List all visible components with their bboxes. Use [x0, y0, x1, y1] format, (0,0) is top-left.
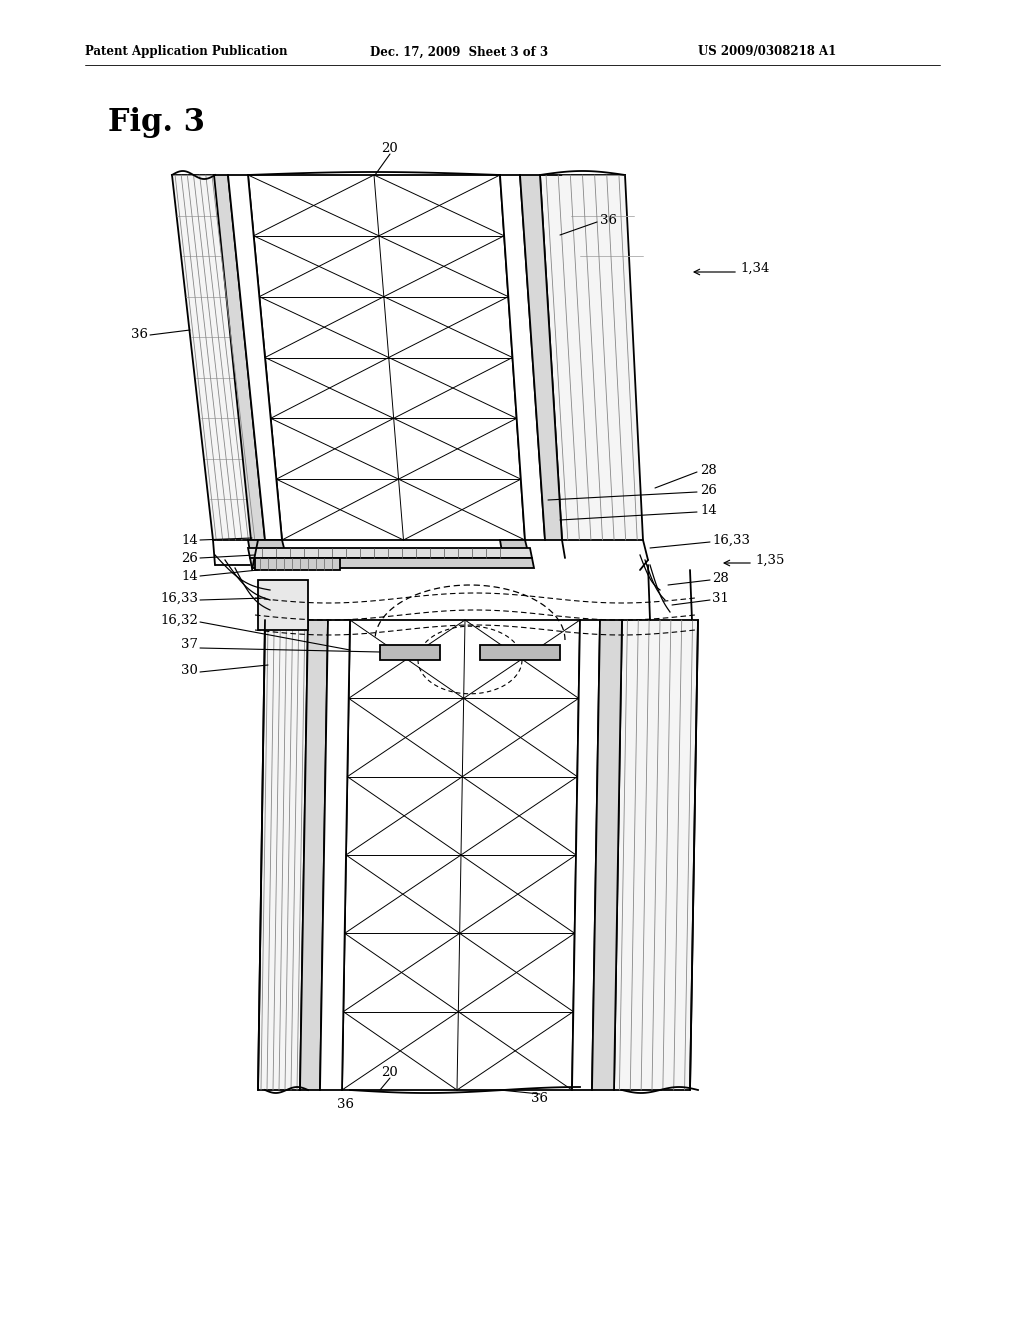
Text: 31: 31: [712, 591, 729, 605]
Text: 36: 36: [337, 1098, 353, 1111]
Polygon shape: [572, 620, 600, 1090]
Text: 36: 36: [600, 214, 617, 227]
Text: 28: 28: [712, 572, 729, 585]
Text: 16,33: 16,33: [712, 533, 750, 546]
Polygon shape: [250, 558, 534, 568]
Polygon shape: [248, 548, 532, 558]
Text: 1,34: 1,34: [740, 261, 769, 275]
Text: 26: 26: [700, 483, 717, 496]
Polygon shape: [614, 620, 698, 1090]
Polygon shape: [500, 540, 528, 552]
Polygon shape: [500, 176, 545, 540]
Text: Dec. 17, 2009  Sheet 3 of 3: Dec. 17, 2009 Sheet 3 of 3: [370, 45, 548, 58]
Text: US 2009/0308218 A1: US 2009/0308218 A1: [698, 45, 837, 58]
Polygon shape: [342, 620, 580, 1090]
Polygon shape: [258, 579, 308, 630]
Text: Fig. 3: Fig. 3: [108, 107, 205, 137]
Polygon shape: [480, 645, 560, 660]
Polygon shape: [300, 620, 328, 1090]
Text: 20: 20: [382, 1065, 398, 1078]
Polygon shape: [592, 620, 622, 1090]
Polygon shape: [248, 176, 525, 540]
Text: 14: 14: [181, 569, 198, 582]
Text: 37: 37: [181, 639, 198, 652]
Text: 20: 20: [382, 141, 398, 154]
Text: 30: 30: [181, 664, 198, 676]
Polygon shape: [214, 176, 265, 540]
Text: Patent Application Publication: Patent Application Publication: [85, 45, 288, 58]
Text: 36: 36: [131, 329, 148, 342]
Text: 14: 14: [700, 503, 717, 516]
Polygon shape: [258, 620, 308, 1090]
Polygon shape: [172, 176, 258, 540]
Text: 16,33: 16,33: [160, 591, 198, 605]
Text: 36: 36: [531, 1092, 549, 1105]
Polygon shape: [255, 558, 340, 570]
Text: 14: 14: [181, 533, 198, 546]
Polygon shape: [248, 540, 285, 552]
Polygon shape: [520, 176, 562, 540]
Text: 26: 26: [181, 552, 198, 565]
Polygon shape: [540, 176, 643, 540]
Polygon shape: [380, 645, 440, 660]
Polygon shape: [319, 620, 350, 1090]
Polygon shape: [228, 176, 282, 540]
Text: 28: 28: [700, 463, 717, 477]
Text: 16,32: 16,32: [160, 614, 198, 627]
Text: 1,35: 1,35: [755, 553, 784, 566]
